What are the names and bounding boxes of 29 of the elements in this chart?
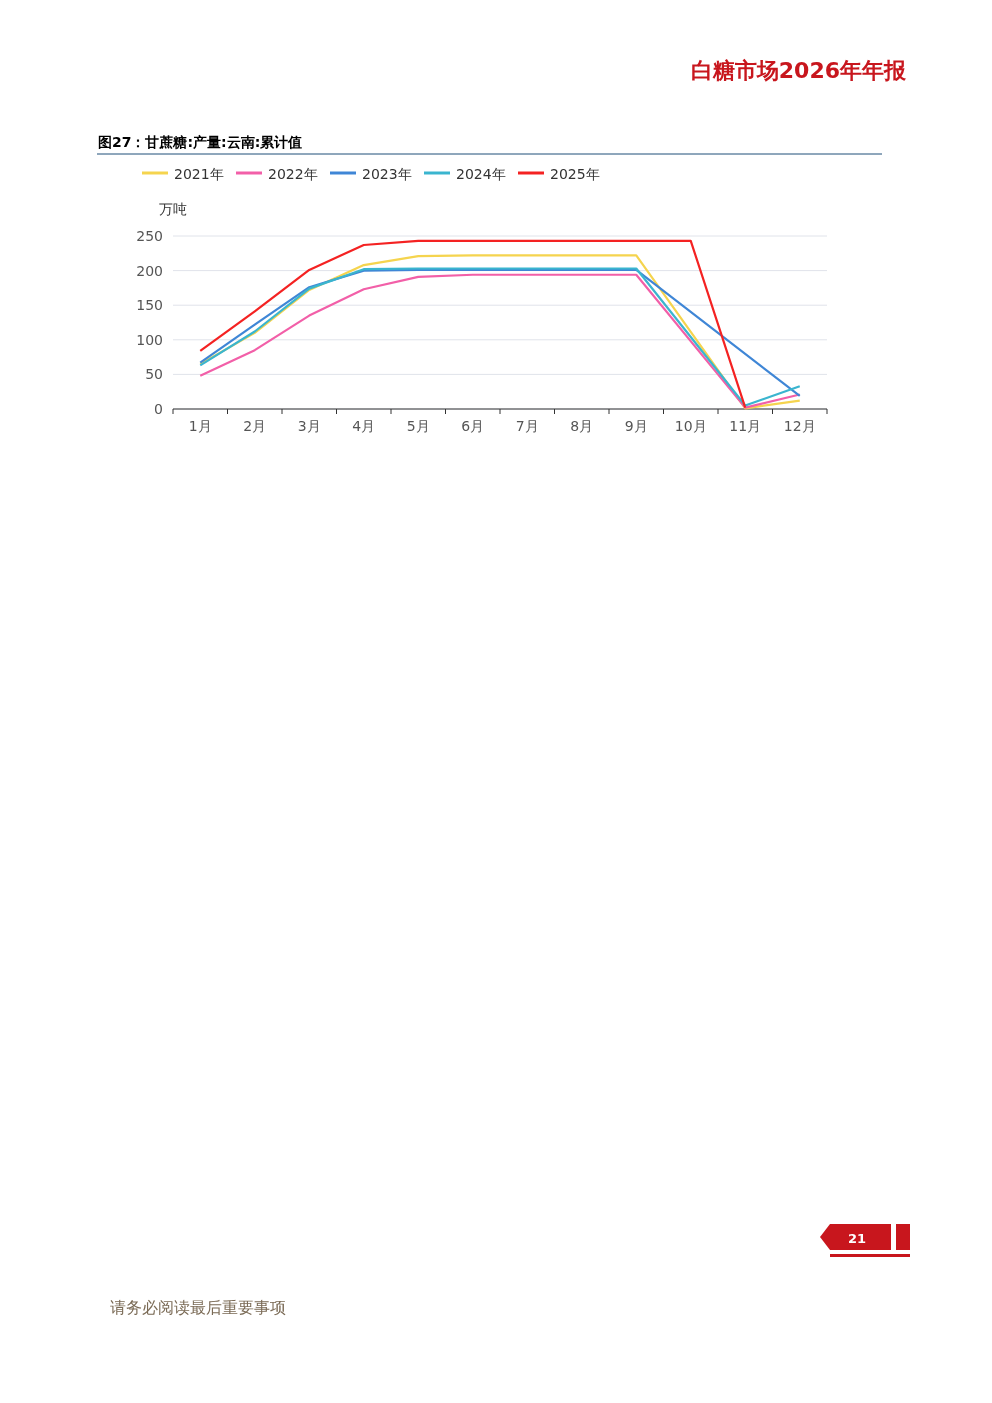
- x-tick-label: 10月: [674, 418, 707, 434]
- x-tick-label: 6月: [461, 418, 485, 434]
- y-tick-label: 200: [136, 262, 163, 279]
- legend-label: 2025年: [550, 166, 600, 182]
- y-tick-label: 100: [136, 331, 163, 348]
- x-tick-label: 5月: [406, 418, 430, 434]
- legend-label: 2023年: [362, 166, 412, 182]
- legend-label: 2022年: [268, 166, 318, 182]
- text: 白糖市场2026年年报: [690, 58, 907, 83]
- y-tick-label: 50: [145, 366, 163, 383]
- y-tick-label: 250: [136, 228, 163, 244]
- line-series: [199, 239, 747, 409]
- x-tick-label: 4月: [352, 418, 376, 434]
- x-tick-label: 8月: [570, 418, 594, 434]
- x-tick-label: 2月: [243, 418, 267, 434]
- x-tick-label: 11月: [729, 418, 762, 434]
- x-tick-label: 1月: [188, 418, 212, 434]
- legend-label: 2021年: [174, 166, 224, 182]
- y-axis-title: 万吨: [159, 201, 187, 217]
- x-tick-label: 12月: [783, 418, 816, 434]
- text: 请务必阅读最后重要事项: [110, 1298, 286, 1317]
- legend-label: 2024年: [456, 166, 506, 182]
- text: 21: [847, 1231, 867, 1246]
- x-tick-label: 9月: [624, 418, 648, 434]
- chart-title: 图27：甘蔗糖:产量:云南:累计值: [98, 134, 303, 150]
- y-tick-label: 0: [154, 401, 163, 417]
- x-tick-label: 3月: [297, 418, 321, 434]
- y-tick-label: 150: [136, 297, 163, 314]
- x-tick-label: 7月: [515, 418, 539, 434]
